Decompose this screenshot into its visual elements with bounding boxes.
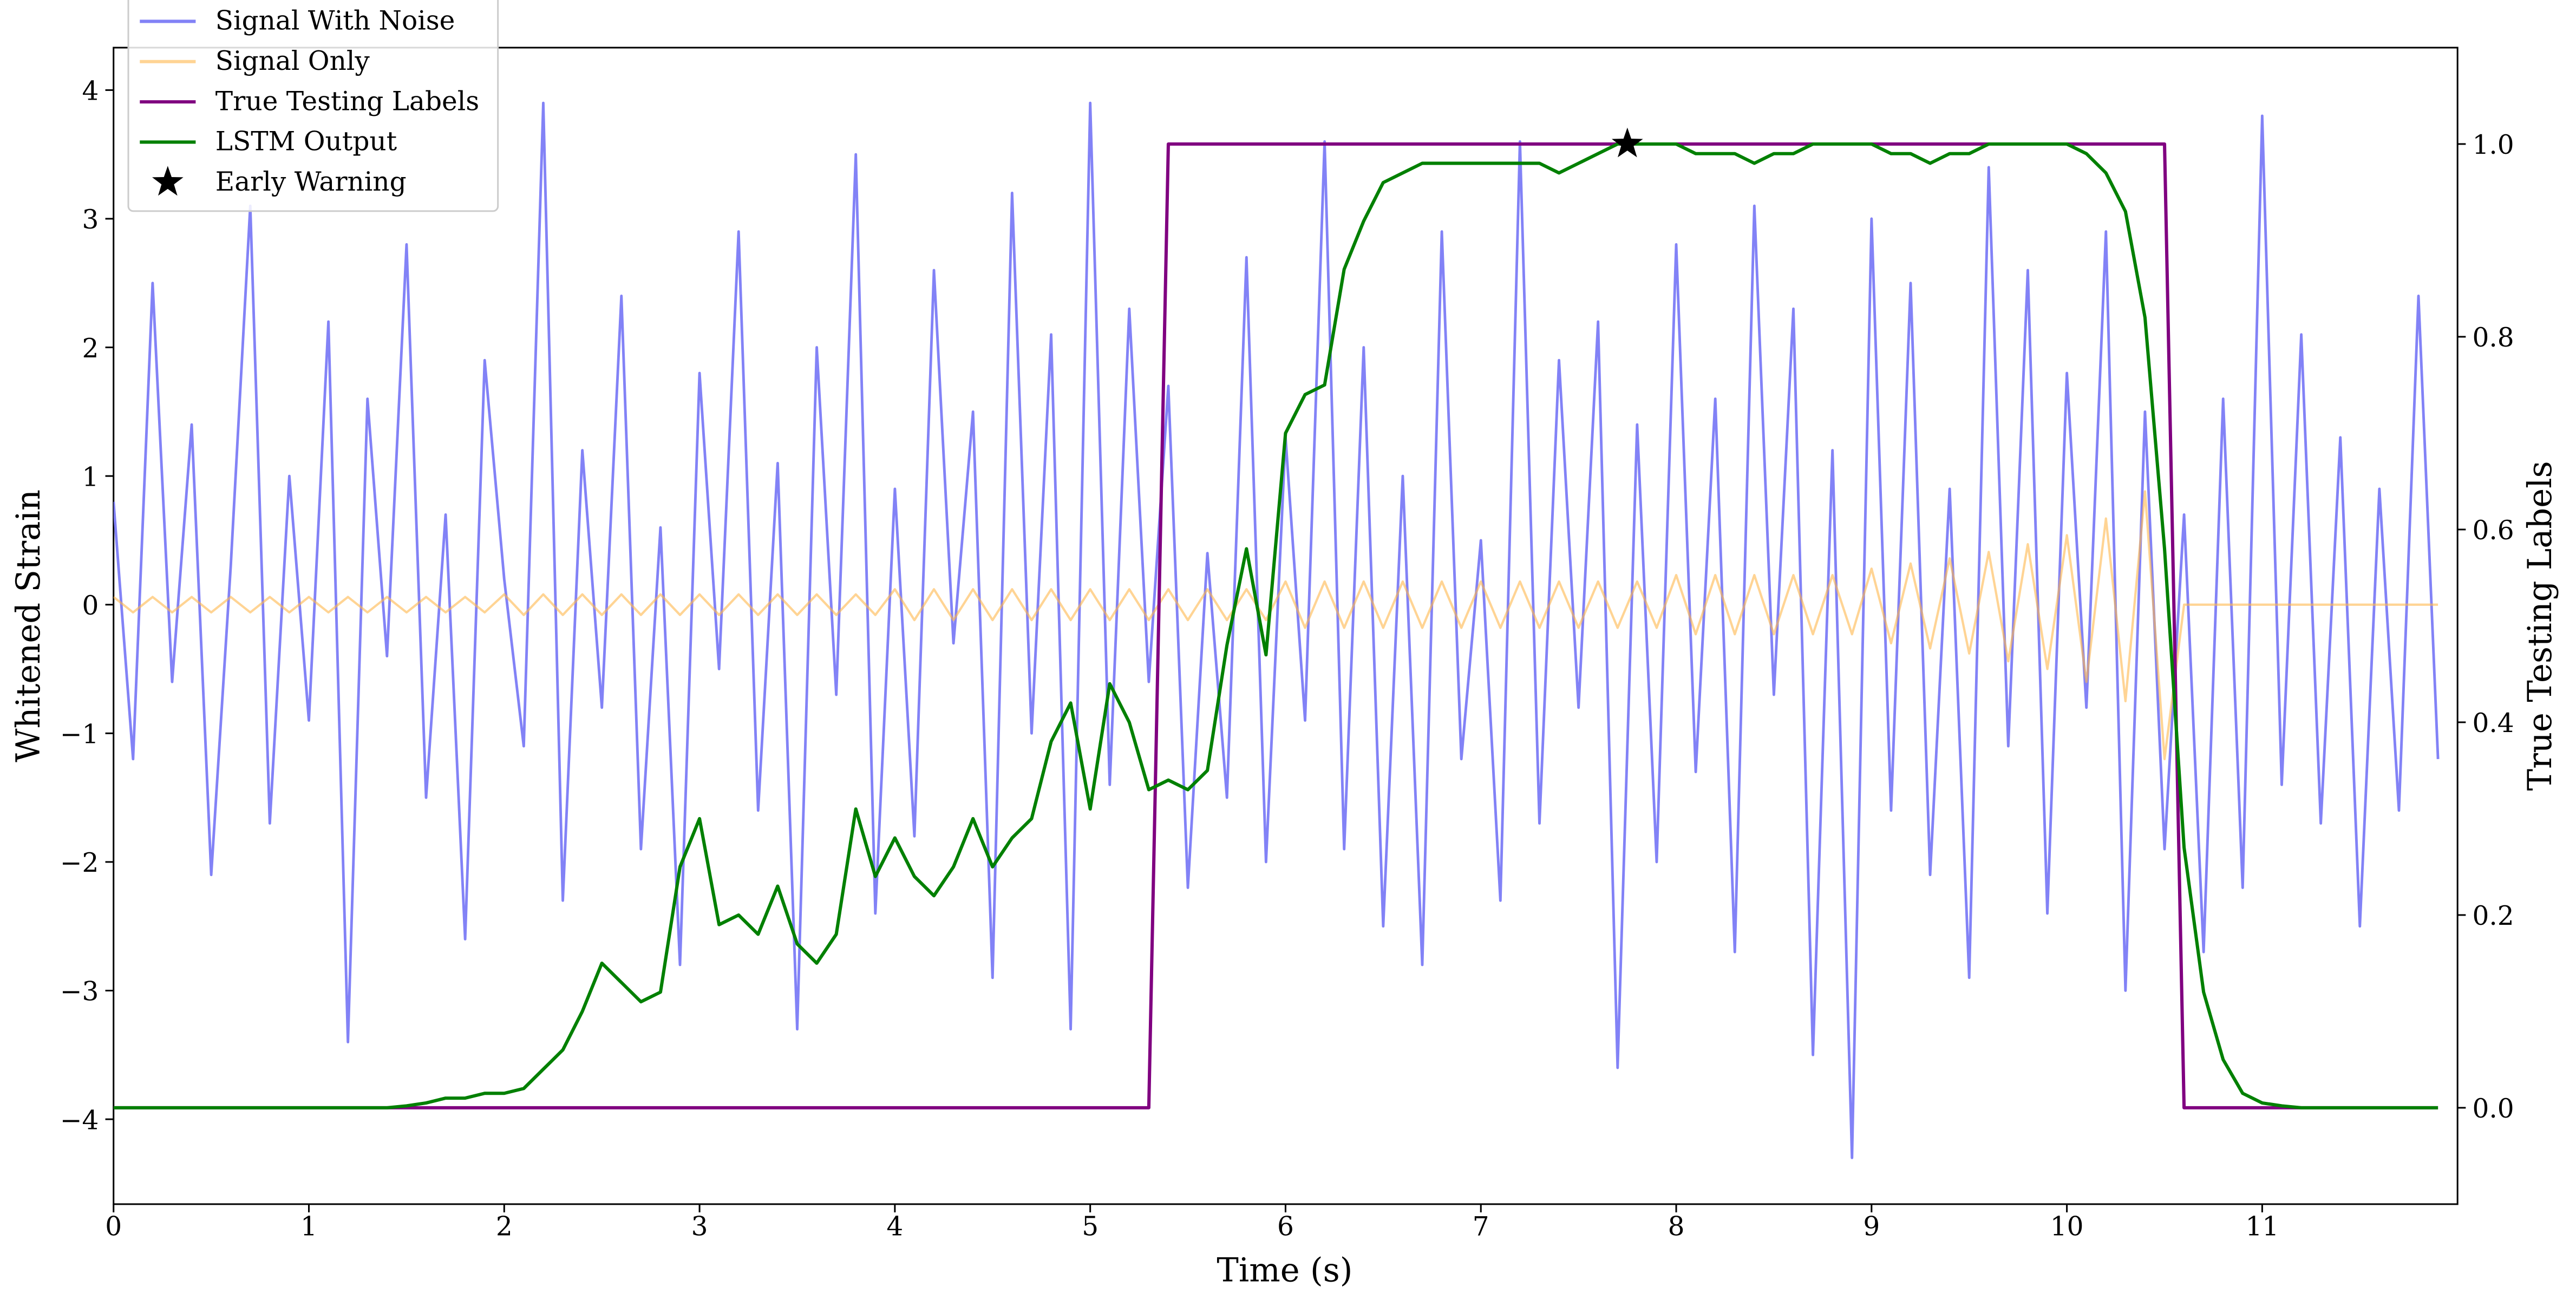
y-tick-label: 0	[82, 591, 99, 621]
x-tick-label: 10	[2050, 1212, 2084, 1242]
x-tick-label: 3	[691, 1212, 708, 1242]
x-tick-label: 11	[2246, 1212, 2279, 1242]
y-tick-label: −2	[60, 848, 99, 878]
y-axis-label: Whitened Strain	[10, 489, 48, 762]
y2-tick-label: 0.0	[2472, 1094, 2514, 1124]
legend-swatch	[152, 166, 184, 196]
x-tick-label: 6	[1277, 1212, 1294, 1242]
x-tick-label: 1	[300, 1212, 317, 1242]
y2-axis-label: True Testing Labels	[2521, 461, 2559, 791]
y2-tick-label: 0.2	[2472, 901, 2514, 931]
x-tick-label: 0	[105, 1212, 122, 1242]
y2-tick-label: 0.6	[2472, 515, 2514, 546]
series-line	[113, 142, 2438, 1109]
y-tick-label: −4	[60, 1105, 99, 1135]
legend-label: LSTM Output	[215, 127, 397, 157]
y-tick-label: −3	[60, 977, 99, 1007]
series-line	[113, 101, 2440, 1159]
x-tick-label: 7	[1473, 1212, 1489, 1242]
early-warning-marker	[1611, 127, 1643, 158]
y2-tick-label: 1.0	[2472, 130, 2514, 160]
y-tick-label: 1	[82, 462, 99, 492]
x-tick-label: 5	[1082, 1212, 1099, 1242]
legend-label: Signal Only	[215, 46, 370, 76]
legend-box	[127, 0, 499, 212]
y-tick-label: −1	[60, 720, 99, 750]
y-tick-label: 3	[82, 205, 99, 235]
x-tick-label: 9	[1863, 1212, 1880, 1242]
legend-label: True Testing Labels	[215, 86, 479, 116]
legend-label: Early Warning	[215, 167, 407, 197]
x-tick-label: 4	[886, 1212, 903, 1242]
plot-area	[113, 101, 2440, 1159]
y2-tick-label: 0.8	[2472, 323, 2514, 353]
x-tick-label: 8	[1668, 1212, 1685, 1242]
legend-label: Signal With Noise	[215, 6, 455, 36]
x-axis-label: Time (s)	[1217, 1251, 1352, 1289]
y-tick-label: 2	[82, 334, 99, 364]
y2-tick-label: 0.4	[2472, 708, 2514, 739]
y-tick-label: 4	[82, 76, 99, 107]
series-line	[113, 490, 2438, 760]
x-tick-label: 2	[496, 1212, 513, 1242]
plot-frame	[113, 47, 2459, 1205]
